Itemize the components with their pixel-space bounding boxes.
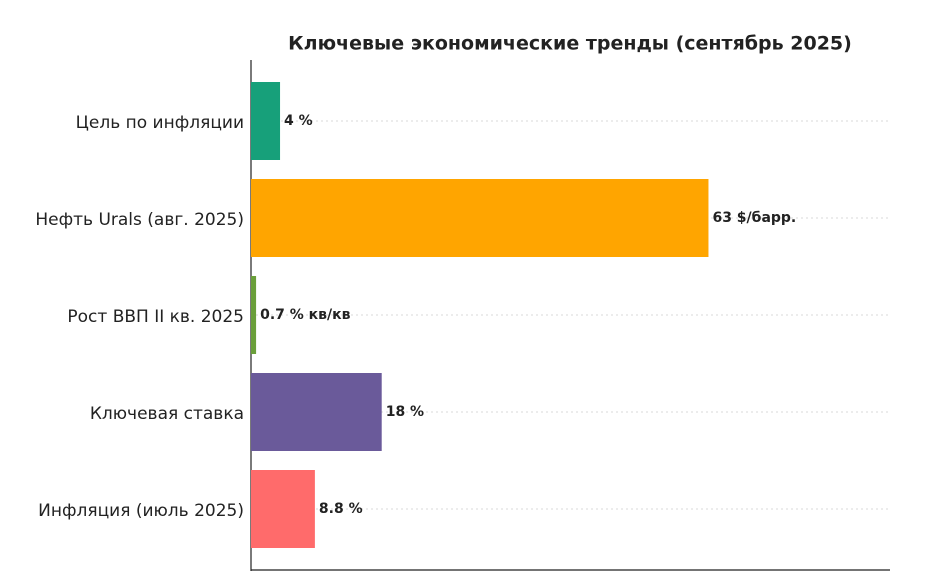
value-label: 4 % (284, 113, 313, 129)
bar (251, 276, 257, 354)
y-tick-label: Рост ВВП II кв. 2025 (67, 307, 244, 327)
bar (251, 179, 709, 257)
bar (251, 470, 315, 548)
value-label: 8.8 % (319, 501, 363, 517)
y-tick-label: Цель по инфляции (76, 113, 244, 133)
y-tick-label: Нефть Urals (авг. 2025) (35, 210, 244, 230)
chart-title: Ключевые экономические тренды (сентябрь … (288, 33, 852, 55)
value-label: 63 $/барр. (712, 210, 796, 226)
value-label: 18 % (386, 404, 424, 420)
value-label: 0.7 % кв/кв (260, 307, 351, 323)
y-tick-label: Инфляция (июль 2025) (38, 501, 244, 521)
y-tick-label: Ключевая ставка (90, 404, 244, 424)
bar (251, 82, 281, 160)
bar (251, 373, 382, 451)
